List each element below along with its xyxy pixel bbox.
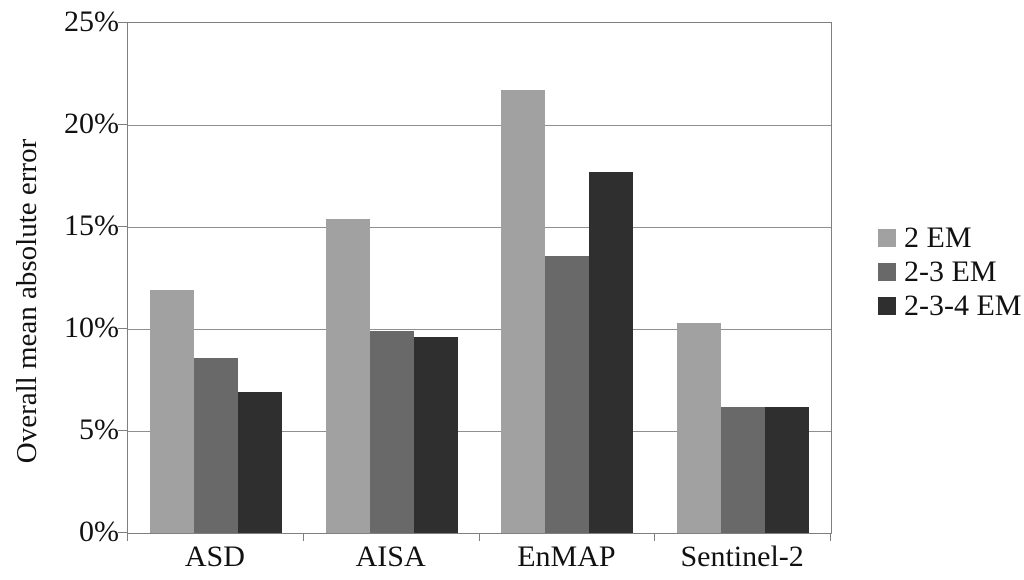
x-category-label-ASD: ASD	[184, 540, 245, 573]
bar-AISA-2-3 EM	[370, 331, 414, 533]
gridline-15%	[128, 226, 831, 228]
legend-label: 2 EM	[904, 221, 972, 254]
legend-row-2 EM: 2 EM	[878, 223, 1021, 253]
y-tick-mark-0%	[118, 531, 127, 533]
y-tick-mark-15%	[118, 225, 127, 227]
x-tick-mark-2	[479, 533, 480, 541]
x-tick-mark-4	[830, 533, 831, 541]
gridline-20%	[128, 124, 831, 126]
y-tick-label-10%: 10%	[64, 311, 119, 344]
legend-swatch-icon	[878, 263, 896, 281]
x-category-label-AISA: AISA	[355, 540, 426, 573]
plot-area	[127, 22, 832, 534]
bar-ASD-2 EM	[150, 290, 194, 533]
bar-AISA-2 EM	[326, 219, 370, 533]
bar-Sentinel-2-2-3 EM	[721, 407, 765, 533]
bar-EnMAP-2 EM	[501, 90, 545, 533]
y-tick-label-20%: 20%	[64, 107, 119, 140]
chart-legend: 2 EM 2-3 EM 2-3-4 EM	[878, 223, 1021, 325]
gridline-10%	[128, 328, 831, 330]
bar-EnMAP-2-3 EM	[545, 256, 589, 533]
x-category-label-EnMAP: EnMAP	[517, 540, 616, 573]
legend-swatch-icon	[878, 229, 896, 247]
bar-AISA-2-3-4 EM	[414, 337, 458, 533]
y-tick-label-0%: 0%	[79, 515, 119, 548]
bar-Sentinel-2-2 EM	[677, 323, 721, 533]
y-tick-mark-5%	[118, 429, 127, 431]
gridline-5%	[128, 430, 831, 432]
y-tick-mark-20%	[118, 123, 127, 125]
y-tick-label-5%: 5%	[79, 413, 119, 446]
y-tick-mark-10%	[118, 327, 127, 329]
bar-ASD-2-3-4 EM	[238, 392, 282, 533]
x-tick-mark-1	[303, 533, 304, 541]
bar-EnMAP-2-3-4 EM	[589, 172, 633, 533]
bar-ASD-2-3 EM	[194, 358, 238, 533]
y-tick-label-15%: 15%	[64, 209, 119, 242]
x-tick-mark-3	[654, 533, 655, 541]
y-tick-mark-25%	[118, 21, 127, 23]
y-tick-label-25%: 25%	[64, 5, 119, 38]
legend-swatch-icon	[878, 297, 896, 315]
legend-label: 2-3 EM	[904, 255, 997, 288]
bar-Sentinel-2-2-3-4 EM	[765, 407, 809, 533]
legend-label: 2-3-4 EM	[904, 289, 1022, 322]
x-tick-mark-0	[127, 533, 128, 541]
x-category-label-Sentinel-2: Sentinel-2	[680, 540, 804, 573]
legend-row-2-3 EM: 2-3 EM	[878, 257, 1021, 287]
legend-row-2-3-4 EM: 2-3-4 EM	[878, 291, 1021, 321]
